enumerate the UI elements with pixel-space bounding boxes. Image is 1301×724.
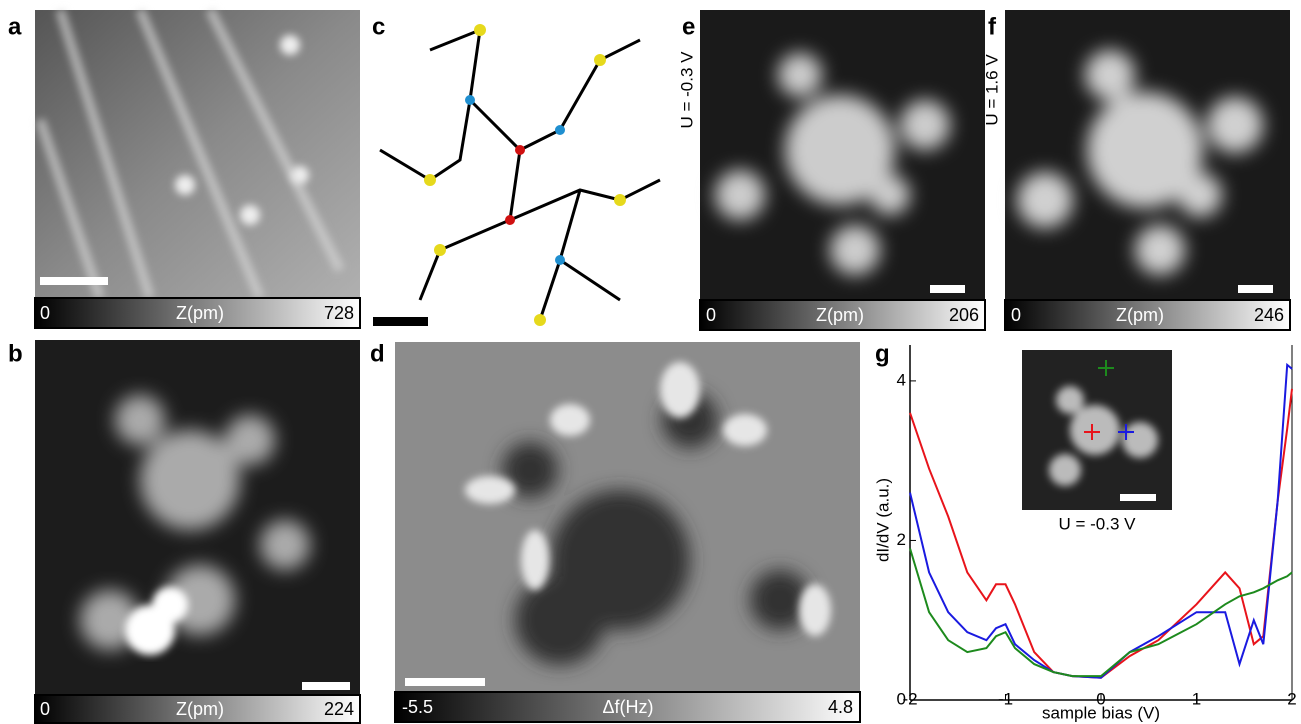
figure: 0 Z(pm) 728 a c 0 Z(pm) 206 U = -0.3 V e… xyxy=(0,0,1301,724)
panel-a-image xyxy=(35,10,360,298)
panel-b-image xyxy=(35,340,360,695)
colorbar-min: -5.5 xyxy=(402,697,433,717)
colorbar-max: 206 xyxy=(949,305,979,325)
colorbar-unit: Z(pm) xyxy=(176,699,224,719)
y-axis-label: dI/dV (a.u.) xyxy=(873,478,892,562)
panel-label: f xyxy=(988,13,997,40)
colorbar-min: 0 xyxy=(706,305,716,325)
colorbar-min: 0 xyxy=(40,303,50,323)
spectrum-line xyxy=(910,548,1292,676)
inset-image xyxy=(1022,350,1172,510)
y-tick-label: 4 xyxy=(897,370,906,389)
panel-label: c xyxy=(372,13,385,40)
colorbar-min: 0 xyxy=(40,699,50,719)
y-tick-label: 2 xyxy=(897,530,906,549)
colorbar-max: 246 xyxy=(1254,305,1284,325)
colorbar-max: 4.8 xyxy=(828,697,853,717)
colorbar-unit: Z(pm) xyxy=(816,305,864,325)
colorbar-unit: Z(pm) xyxy=(176,303,224,323)
inset-caption: U = -0.3 V xyxy=(1058,514,1136,533)
panel-label: b xyxy=(8,340,23,367)
bias-label: U = -0.3 V xyxy=(677,51,696,129)
panel-label: d xyxy=(370,340,385,367)
panel-label: a xyxy=(8,13,22,40)
panel-c-molecule xyxy=(380,30,660,320)
panel-label: g xyxy=(875,340,890,367)
y-tick-label: 0 xyxy=(897,689,906,708)
colorbar-unit: Z(pm) xyxy=(1116,305,1164,325)
x-tick-label: -1 xyxy=(998,689,1013,708)
colorbar-unit: Δf(Hz) xyxy=(602,697,653,717)
panel-label: e xyxy=(682,13,695,40)
panel-f-image xyxy=(1005,10,1290,300)
spectra-chart: g dI/dV (a.u.) sample bias (V) U = -0.3 … xyxy=(873,340,1296,722)
panel-e-image xyxy=(700,10,985,300)
colorbar-max: 728 xyxy=(324,303,354,323)
x-tick-label: 2 xyxy=(1287,689,1296,708)
x-tick-label: 0 xyxy=(1096,689,1105,708)
colorbar-min: 0 xyxy=(1011,305,1021,325)
bias-label: U = 1.6 V xyxy=(982,54,1001,126)
colorbar-max: 224 xyxy=(324,699,354,719)
panel-d-image xyxy=(395,342,860,692)
x-tick-label: 1 xyxy=(1192,689,1201,708)
scale-bar xyxy=(373,317,428,326)
